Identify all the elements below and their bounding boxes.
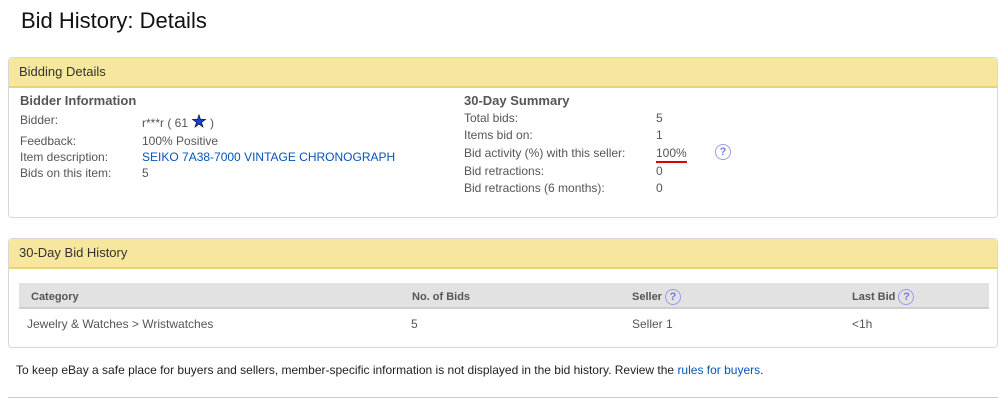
- bidder-name: r***r ( 61: [142, 116, 189, 130]
- last-bid-label: Last Bid: [852, 290, 896, 303]
- column-seller: Seller ?: [632, 289, 682, 305]
- row-category: Jewelry & Watches > Wristwatches: [27, 317, 214, 331]
- bidding-details-panel: Bidding Details Bidder Information Bidde…: [8, 57, 998, 218]
- privacy-notice: To keep eBay a safe place for buyers and…: [16, 363, 763, 377]
- feedback-value: 100% Positive: [142, 134, 219, 148]
- page-title: Bid History: Details: [21, 8, 207, 33]
- column-category[interactable]: Category: [31, 291, 79, 303]
- bid-activity-value: 100%: [656, 146, 687, 163]
- table-header: Category No. of Bids Seller ? Last Bid ?: [19, 283, 989, 309]
- summary-value: 1: [656, 128, 663, 142]
- bids-label: Bids on this item:: [20, 166, 112, 180]
- summary-value: 0: [656, 181, 663, 195]
- summary-label: Total bids:: [464, 111, 519, 125]
- feedback-label: Feedback:: [20, 134, 77, 148]
- column-last-bid: Last Bid ?: [852, 289, 915, 305]
- row-last-bid: <1h: [852, 317, 873, 331]
- bidder-value: r***r ( 61 ★ ): [142, 112, 214, 132]
- bid-history-panel: 30-Day Bid History Category No. of Bids …: [8, 238, 998, 348]
- summary-value: 5: [656, 111, 663, 125]
- summary-label: Bid retractions:: [464, 164, 545, 178]
- bids-value: 5: [142, 166, 149, 180]
- panel-header: 30-Day Bid History: [9, 239, 997, 269]
- help-icon[interactable]: ?: [715, 144, 731, 160]
- item-description-link[interactable]: SEIKO 7A38-7000 VINTAGE CHRONOGRAPH: [142, 150, 396, 164]
- panel-header: Bidding Details: [9, 58, 997, 88]
- rules-for-buyers-link[interactable]: rules for buyers: [677, 363, 761, 377]
- row-seller: Seller 1: [632, 317, 673, 331]
- blue-star-icon: ★: [191, 112, 207, 132]
- summary-label: Items bid on:: [464, 128, 533, 142]
- column-bids[interactable]: No. of Bids: [412, 291, 471, 303]
- bidder-label: Bidder:: [20, 113, 59, 127]
- help-icon[interactable]: ?: [665, 289, 682, 305]
- help-icon[interactable]: ?: [898, 289, 915, 305]
- summary-value: 0: [656, 164, 663, 178]
- divider: [8, 397, 998, 398]
- summary-label: Bid retractions (6 months):: [464, 181, 605, 195]
- summary-label: Bid activity (%) with this seller:: [464, 146, 626, 160]
- bidder-info-heading: Bidder Information: [20, 93, 137, 108]
- notice-text: To keep eBay a safe place for buyers and…: [16, 363, 678, 377]
- item-label: Item description:: [20, 150, 109, 164]
- bidder-close: ): [209, 116, 214, 130]
- row-bids: 5: [411, 317, 418, 331]
- notice-end: .: [760, 363, 764, 377]
- summary-heading: 30-Day Summary: [464, 93, 570, 108]
- seller-label: Seller: [632, 290, 662, 303]
